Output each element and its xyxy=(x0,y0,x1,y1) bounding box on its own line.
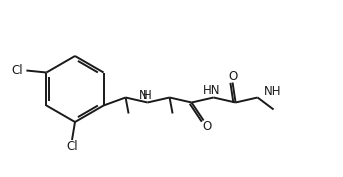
Text: O: O xyxy=(228,70,237,83)
Text: Cl: Cl xyxy=(12,64,23,77)
Text: N: N xyxy=(139,89,148,102)
Text: H: H xyxy=(143,89,152,102)
Text: HN: HN xyxy=(203,84,220,97)
Text: Cl: Cl xyxy=(66,139,78,153)
Text: NH: NH xyxy=(263,85,281,98)
Text: O: O xyxy=(202,120,211,133)
